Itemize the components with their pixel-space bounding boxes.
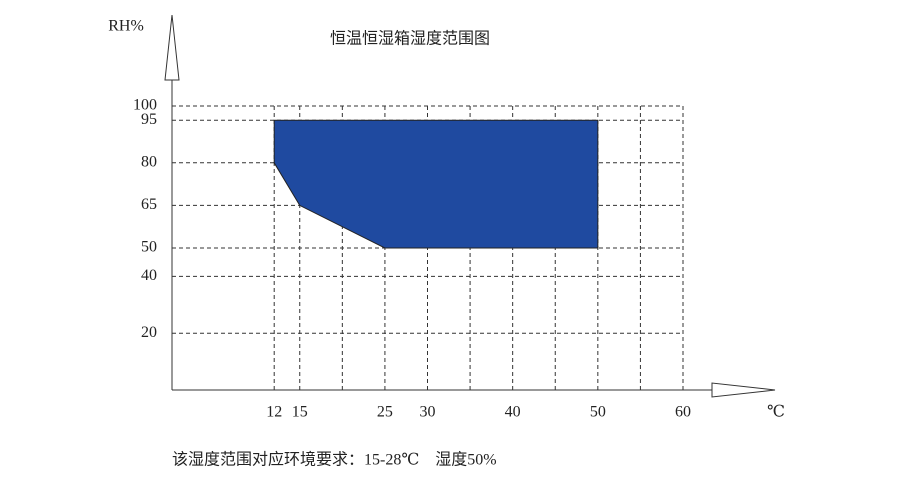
x-tick-label: 25 xyxy=(377,404,393,421)
y-tick-label: 40 xyxy=(141,267,157,284)
x-tick-label: 30 xyxy=(420,404,436,421)
x-tick-label: 12 xyxy=(266,404,282,421)
y-tick-label: 65 xyxy=(141,196,157,213)
y-axis-label: RH% xyxy=(108,18,144,35)
area xyxy=(273,119,599,249)
y-tick-label: 80 xyxy=(141,153,157,170)
note: 该湿度范围对应环境要求：15-28℃ 湿度50% xyxy=(172,450,497,469)
y-tick-label: 100 xyxy=(133,97,157,114)
y-tick-label: 20 xyxy=(141,324,157,341)
y-tick-label: 95 xyxy=(141,111,157,128)
x-tick-label: 60 xyxy=(675,404,691,421)
x-tick-label: 15 xyxy=(292,404,308,421)
chart-title: 恒温恒湿箱湿度范围图 xyxy=(330,30,490,48)
x-axis-arrow xyxy=(711,382,776,398)
y-axis-arrow xyxy=(164,14,180,81)
x-axis-label: ℃ xyxy=(767,404,785,421)
x-tick-label: 40 xyxy=(505,404,521,421)
y-tick-label: 50 xyxy=(141,239,157,256)
x-tick-label: 50 xyxy=(590,404,606,421)
